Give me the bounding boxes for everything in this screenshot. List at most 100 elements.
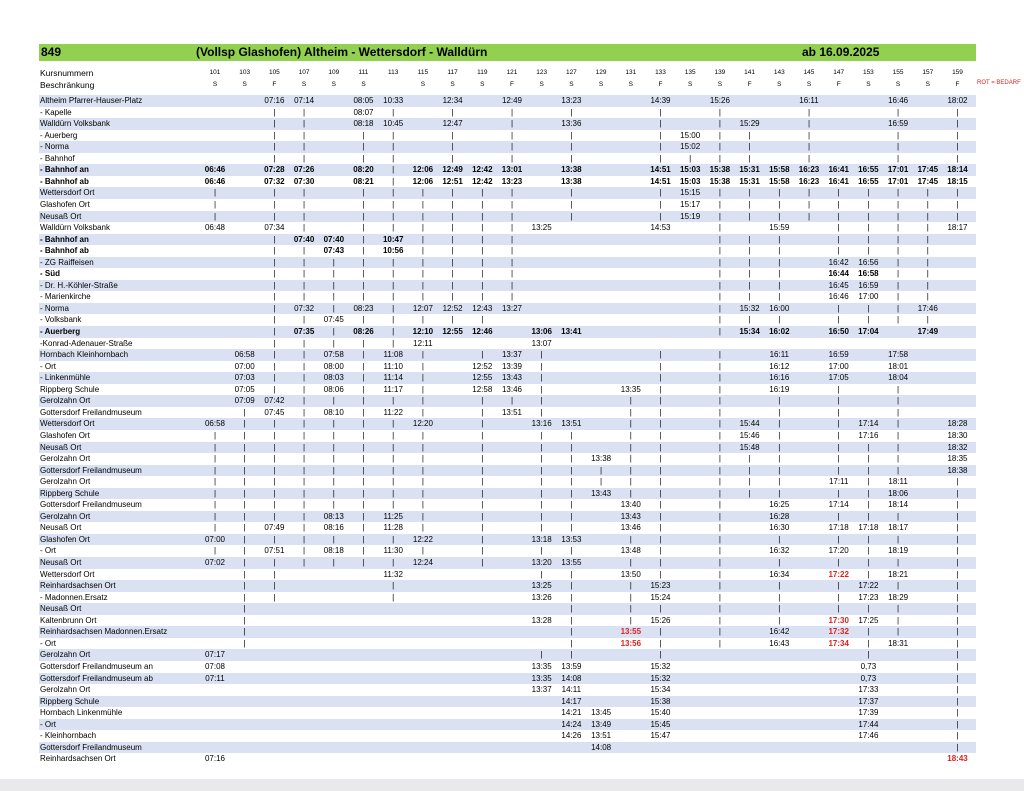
departure-time: 13:37 xyxy=(531,685,552,695)
departure-time: 08:06 xyxy=(323,384,344,394)
pass-through-marker: | xyxy=(748,199,751,209)
pass-through-marker: | xyxy=(243,500,246,510)
departure-time: 13:49 xyxy=(591,719,612,729)
pass-through-marker: | xyxy=(956,685,959,695)
pass-through-marker: | xyxy=(659,199,662,209)
pass-through-marker: | xyxy=(303,211,306,221)
pass-through-marker: | xyxy=(956,696,959,706)
pass-through-marker: | xyxy=(510,269,514,279)
departure-time: 16:50 xyxy=(828,327,849,336)
pass-through-marker: | xyxy=(778,592,781,602)
stop-name: Rippberg Schule xyxy=(40,696,100,706)
pass-through-marker: | xyxy=(837,407,840,417)
pass-through-marker: | xyxy=(837,246,840,256)
pass-through-marker: | xyxy=(956,488,959,498)
departure-time: 16:11 xyxy=(769,350,790,360)
departure-time: 16:42 xyxy=(828,257,849,267)
pass-through-marker: | xyxy=(570,581,573,591)
departure-time: 07:32 xyxy=(264,176,285,186)
pass-through-marker: | xyxy=(659,604,662,614)
stop-name: Rippberg Schule xyxy=(40,384,100,394)
departure-time: 13:38 xyxy=(561,165,582,175)
stop-name: - ZG Raiffeisen xyxy=(40,257,94,267)
departure-time: 12:46 xyxy=(472,327,493,336)
pass-through-marker: | xyxy=(897,419,900,429)
pass-through-marker: | xyxy=(956,546,959,556)
stop-name: - Bahnhof an xyxy=(40,234,89,244)
pass-through-marker: | xyxy=(807,107,811,117)
table-row: - Auerberg | 07:35 | 08:26 | 12:10 12:55 12:46 13… xyxy=(39,326,976,338)
pass-through-marker: | xyxy=(510,257,514,267)
table-row: Glashofen Ort | | | | | | | | | | | | | | 15:46 | | 17:16 |… xyxy=(39,430,976,442)
table-row: - ZG Raiffeisen | | | | | | | | | | | | 16:42 16:56 | | xyxy=(39,256,976,269)
departure-time: 14:08 xyxy=(591,742,612,752)
departure-time: 18:11 xyxy=(888,477,908,487)
pass-through-marker: | xyxy=(362,292,365,302)
pass-through-marker: | xyxy=(213,477,217,487)
departure-time: 15:03 xyxy=(679,165,701,175)
pass-through-marker: | xyxy=(451,188,454,198)
pass-through-marker: | xyxy=(629,465,632,475)
departure-time: 07:35 xyxy=(293,327,315,336)
stop-name: Gerolzahn Ort xyxy=(40,477,91,487)
table-row: Glashofen Ort | | | | | | | | | | | 15:17 | | | | | | | | | xyxy=(39,199,976,211)
pass-through-marker: | xyxy=(392,153,395,163)
pass-through-marker: | xyxy=(303,500,306,510)
pass-through-marker: | xyxy=(273,454,276,464)
course-number: 123 xyxy=(536,69,548,76)
departure-time: 14:51 xyxy=(650,176,671,186)
pass-through-marker: | xyxy=(273,327,276,336)
departure-time: 11:22 xyxy=(383,407,403,417)
departure-time: 07:14 xyxy=(294,96,315,105)
departure-time: 06:48 xyxy=(204,223,226,233)
pass-through-marker: | xyxy=(897,534,900,544)
pass-through-marker: | xyxy=(867,488,870,498)
departure-time: 13:01 xyxy=(501,165,523,175)
pass-through-marker: | xyxy=(897,280,900,290)
pass-through-marker: | xyxy=(629,558,632,567)
pass-through-marker: | xyxy=(332,257,335,267)
departure-time: 15:26 xyxy=(650,615,671,625)
pass-through-marker: | xyxy=(273,153,276,163)
pass-through-marker: | xyxy=(956,211,959,221)
pass-through-marker: | xyxy=(481,419,484,429)
pass-through-marker: | xyxy=(718,500,721,510)
departure-time: 15:19 xyxy=(680,211,701,221)
pass-through-marker: | xyxy=(273,211,276,221)
departure-time: 17:32 xyxy=(828,627,849,637)
pass-through-marker: | xyxy=(748,246,751,256)
departure-time: 17:22 xyxy=(828,569,849,579)
pass-through-marker: | xyxy=(481,523,484,533)
pass-through-marker: | xyxy=(243,558,246,567)
departure-time: 15:32 xyxy=(650,673,671,683)
departure-time: 15:02 xyxy=(680,142,701,152)
pass-through-marker: | xyxy=(273,269,276,279)
departure-time: 13:36 xyxy=(561,119,582,129)
departure-time: 08:18 xyxy=(353,119,374,129)
pass-through-marker: | xyxy=(897,511,900,521)
pass-through-marker: | xyxy=(570,153,573,163)
pass-through-marker: | xyxy=(837,199,840,209)
pass-through-marker: | xyxy=(956,119,959,129)
departure-time: 17:18 xyxy=(828,523,849,533)
departure-time: 12:49 xyxy=(442,165,463,175)
pass-through-marker: | xyxy=(659,419,662,429)
pass-through-marker: | xyxy=(867,315,870,325)
pass-through-marker: | xyxy=(837,454,840,464)
stop-name: Reinhardsachsen Ort xyxy=(40,581,116,591)
pass-through-marker: | xyxy=(837,604,840,614)
pass-through-marker: | xyxy=(392,327,395,336)
departure-time: 17:01 xyxy=(887,165,909,175)
pass-through-marker: | xyxy=(510,130,514,140)
pass-through-marker: | xyxy=(273,477,276,487)
course-number: 159 xyxy=(952,69,963,76)
pass-through-marker: | xyxy=(362,488,365,498)
pass-through-marker: | xyxy=(778,488,781,498)
departure-time: 08:10 xyxy=(323,407,344,417)
pass-through-marker: | xyxy=(718,419,721,429)
table-row: Gerolzahn Ort 07:17 | | | | | xyxy=(39,649,976,661)
departure-time: 12:06 xyxy=(412,165,434,175)
pass-through-marker: | xyxy=(897,604,900,614)
departure-time: 06:58 xyxy=(234,350,255,360)
pass-through-marker: | xyxy=(392,269,395,279)
